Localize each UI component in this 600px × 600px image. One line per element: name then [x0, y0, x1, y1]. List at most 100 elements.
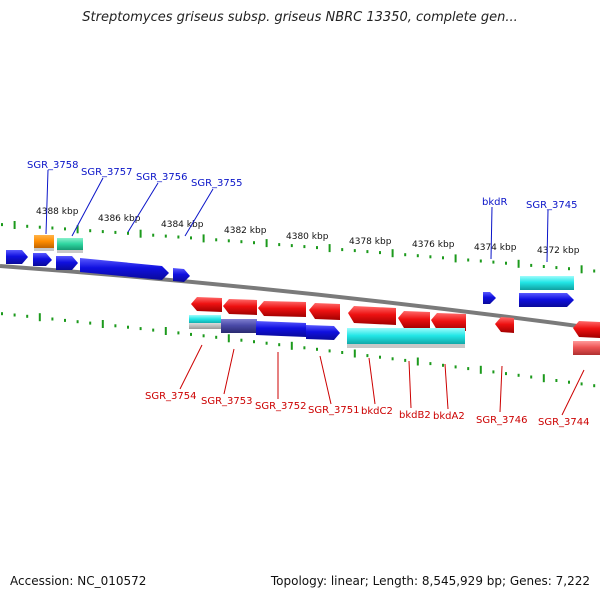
scale-minor-tick	[341, 351, 344, 354]
scale-minor-tick	[555, 379, 558, 382]
gene-arrow[interactable]	[80, 258, 169, 280]
genome-summary-text: Topology: linear; Length: 8,545,929 bp; …	[270, 574, 590, 588]
scale-minor-tick	[202, 334, 205, 338]
scale-minor-tick	[530, 375, 533, 379]
scale-minor-tick	[555, 266, 558, 270]
scale-minor-tick	[568, 267, 570, 271]
gene-label-sgr3745[interactable]: SGR_3745	[526, 200, 578, 211]
gene-arrow[interactable]	[519, 293, 574, 307]
gene-label-sgr3758[interactable]: SGR_3758	[27, 160, 79, 171]
gene-label-bkdr[interactable]: bkdR	[482, 197, 507, 208]
scale-minor-tick	[64, 227, 66, 231]
scale-major-tick	[76, 225, 79, 234]
forward-strand-genes	[6, 250, 574, 307]
gene-arrow[interactable]	[309, 303, 340, 320]
scale-minor-tick	[517, 373, 520, 377]
scale-minor-tick	[341, 248, 344, 252]
gene-box[interactable]	[34, 235, 54, 249]
scale-minor-tick	[366, 250, 369, 254]
scale-major-tick	[479, 365, 482, 374]
genome-title: Streptomyces griseus subsp. griseus NBRC…	[82, 10, 518, 25]
gene-box[interactable]	[34, 248, 54, 251]
scale-label: 4378 kbp	[349, 237, 392, 247]
scale-labels: 4388 kbp 4386 kbp 4384 kbp 4382 kbp 4380…	[36, 207, 580, 256]
gene-arrow[interactable]	[483, 292, 496, 304]
scale-minor-tick	[442, 256, 444, 260]
forward-scale-ticks	[1, 221, 596, 274]
scale-minor-tick	[429, 255, 432, 259]
gene-box[interactable]	[221, 319, 257, 333]
scale-minor-tick	[227, 239, 230, 243]
gene-label-bkdb2[interactable]: bkdB2	[399, 410, 431, 421]
scale-minor-tick	[101, 230, 104, 234]
scale-major-tick	[164, 327, 167, 335]
gene-label-bkda2[interactable]: bkdA2	[433, 411, 465, 422]
scale-minor-tick	[328, 349, 331, 353]
scale-major-tick	[13, 221, 16, 229]
scale-major-tick	[202, 234, 205, 243]
scale-minor-tick	[76, 320, 79, 324]
gene-label-sgr3752[interactable]: SGR_3752	[255, 401, 307, 412]
gene-arrow[interactable]	[191, 297, 222, 312]
scale-minor-tick	[114, 324, 117, 328]
gene-arrow[interactable]	[223, 299, 257, 315]
gene-arrow[interactable]	[33, 253, 52, 266]
gene-box[interactable]	[573, 341, 600, 355]
gene-arrow[interactable]	[173, 268, 190, 282]
gene-box[interactable]	[347, 344, 465, 348]
scale-minor-tick	[127, 325, 129, 329]
gene-arrow[interactable]	[495, 317, 514, 333]
scale-minor-tick	[429, 362, 432, 366]
scale-minor-tick	[303, 346, 306, 350]
scale-label: 4382 kbp	[224, 226, 267, 236]
gene-label-sgr3751[interactable]: SGR_3751	[308, 405, 360, 416]
gene-label-sgr3754[interactable]: SGR_3754	[145, 391, 197, 402]
scale-minor-tick	[253, 241, 255, 245]
gene-box[interactable]	[57, 250, 83, 253]
gene-box[interactable]	[57, 238, 83, 251]
scale-minor-tick	[240, 240, 243, 244]
scale-minor-tick	[278, 243, 281, 247]
scale-label: 4380 kbp	[286, 232, 329, 242]
gene-label-sgr3753[interactable]: SGR_3753	[201, 396, 253, 407]
scale-major-tick	[328, 244, 331, 253]
scale-minor-tick	[215, 335, 218, 339]
gene-arrow[interactable]	[398, 311, 430, 329]
scale-major-tick	[416, 357, 419, 366]
scale-minor-tick	[89, 321, 92, 325]
gene-arrow[interactable]	[573, 321, 600, 338]
gene-arrow[interactable]	[431, 313, 466, 331]
gene-label-sgr3756[interactable]: SGR_3756	[136, 172, 188, 183]
scale-minor-tick	[290, 244, 293, 248]
gene-arrow[interactable]	[256, 321, 306, 337]
gene-arrow[interactable]	[348, 306, 396, 325]
gene-label-bkdc2[interactable]: bkdC2	[361, 406, 393, 417]
scale-minor-tick	[127, 231, 129, 235]
scale-minor-tick	[316, 347, 318, 351]
forward-gene-labels: SGR_3758 SGR_3757 SGR_3756 SGR_3755 bkdR…	[27, 160, 578, 211]
gene-box[interactable]	[189, 315, 221, 324]
gene-label-sgr3746[interactable]: SGR_3746	[476, 415, 528, 426]
scale-minor-tick	[492, 370, 495, 374]
gene-box[interactable]	[347, 328, 465, 345]
gene-box[interactable]	[520, 276, 574, 290]
scale-minor-tick	[164, 234, 167, 238]
scale-minor-tick	[391, 357, 394, 361]
gene-label-sgr3755[interactable]: SGR_3755	[191, 178, 243, 189]
gene-box[interactable]	[189, 323, 221, 329]
gene-arrow[interactable]	[258, 301, 306, 317]
scale-minor-tick	[64, 318, 66, 322]
gene-arrow[interactable]	[6, 250, 28, 264]
gene-label-sgr3757[interactable]: SGR_3757	[81, 167, 133, 178]
scale-major-tick	[391, 249, 394, 258]
scale-label: 4386 kbp	[98, 214, 141, 224]
scale-minor-tick	[492, 260, 495, 264]
gene-arrow[interactable]	[306, 325, 340, 340]
scale-minor-tick	[215, 238, 218, 242]
gene-label-sgr3744[interactable]: SGR_3744	[538, 417, 590, 428]
gene-arrow[interactable]	[56, 256, 78, 270]
scale-minor-tick	[265, 341, 268, 345]
scale-major-tick	[542, 374, 545, 383]
